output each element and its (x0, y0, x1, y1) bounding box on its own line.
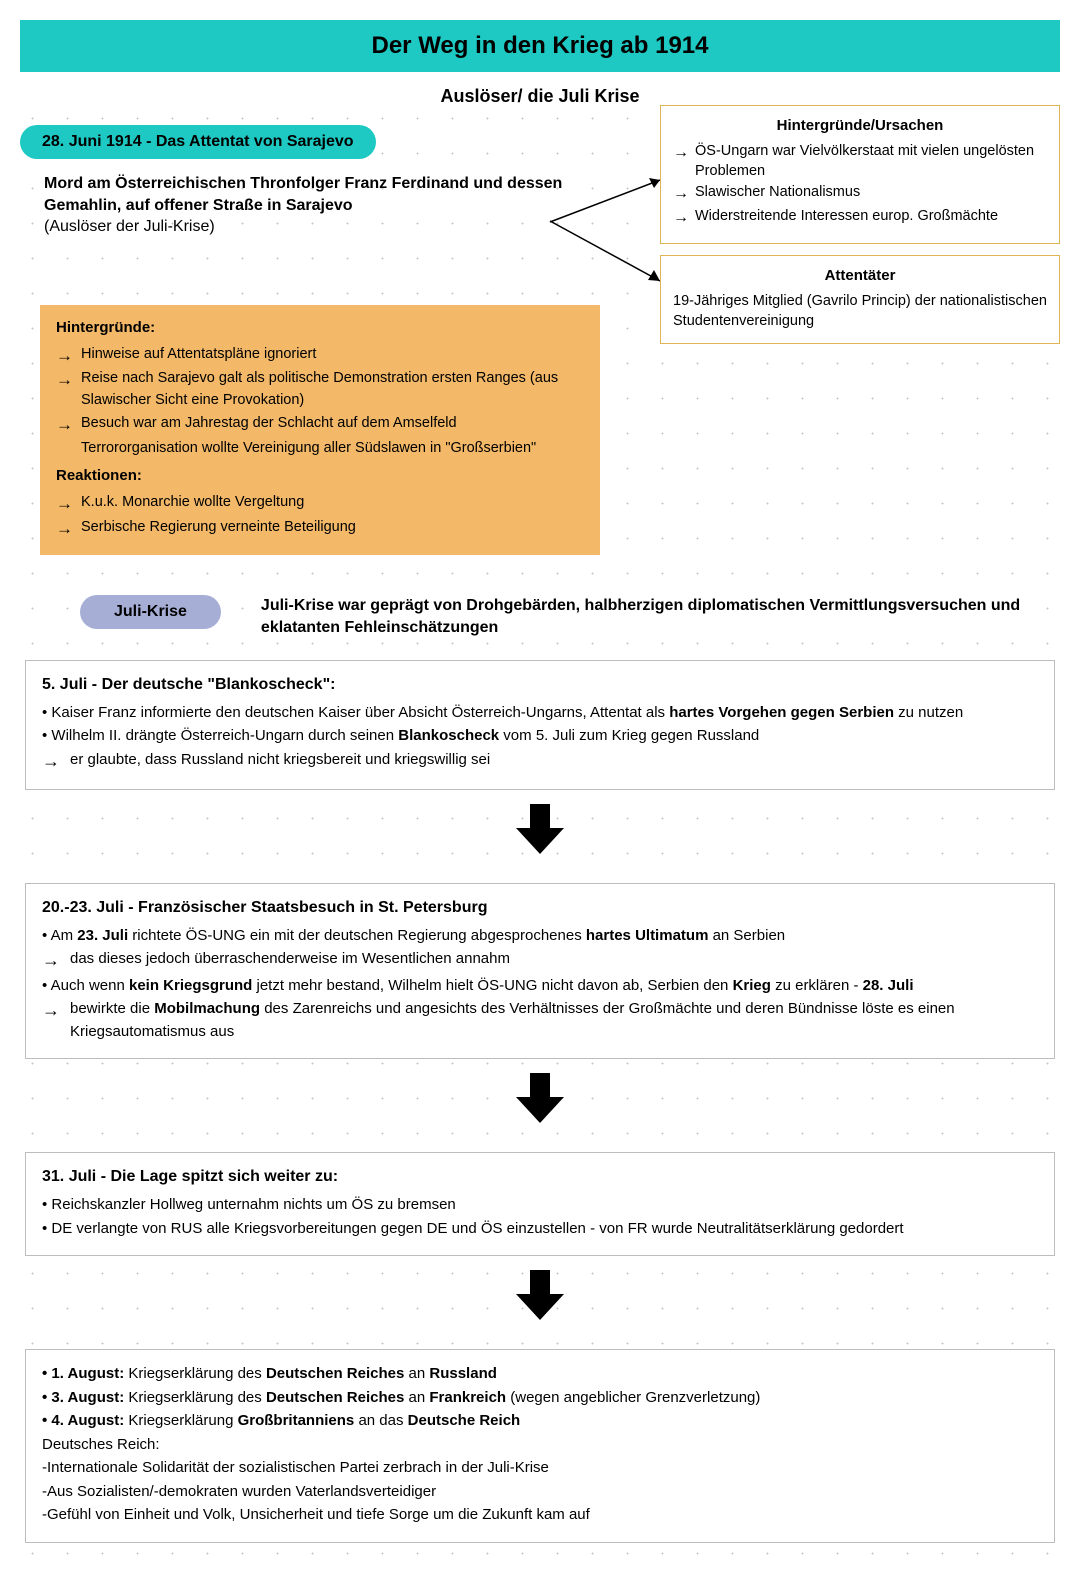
page-title: Der Weg in den Krieg ab 1914 (20, 32, 1060, 60)
arrow-icon: → (673, 142, 689, 164)
arrow-icon: → (56, 368, 73, 392)
flow1-line: • Wilhelm II. drängte Österreich-Ungarn … (42, 725, 1038, 748)
connector-arrow-2 (545, 213, 675, 293)
react-header: Reaktionen: (56, 465, 584, 488)
down-arrow-icon (0, 800, 1080, 863)
causes-item: Slawischer Nationalismus (695, 183, 860, 203)
attacker-box: Attentäter 19-Jähriges Mitglied (Gavrilo… (660, 255, 1060, 344)
event-description: Mord am Österreichischen Thronfolger Fra… (44, 173, 564, 238)
attacker-text: 19-Jähriges Mitglied (Gavrilo Princip) d… (673, 292, 1047, 331)
flow3-line: • DE verlangte von RUS alle Kriegsvorber… (42, 1218, 1038, 1241)
flow4-subhead: Deutsches Reich: (42, 1434, 1038, 1457)
title-bar: Der Weg in den Krieg ab 1914 (20, 20, 1060, 72)
flow3-line: • Reichskanzler Hollweg unternahm nichts… (42, 1194, 1038, 1217)
flow2-arrow-line: →das dieses jedoch überraschenderweise i… (42, 948, 1038, 973)
flow-box-1: 5. Juli - Der deutsche "Blankoscheck": •… (25, 660, 1055, 790)
flow-box-2: 20.-23. Juli - Französischer Staatsbesuc… (25, 883, 1055, 1059)
event-date-pill: 28. Juni 1914 - Das Attentat von Sarajev… (20, 125, 376, 159)
causes-header: Hintergründe/Ursachen (673, 116, 1047, 136)
flow-box-4: • 1. August: Kriegserklärung des Deutsch… (25, 1349, 1055, 1543)
flow2-line: • Am 23. Juli richtete ÖS-UNG ein mit de… (42, 925, 1038, 948)
flow4-subline: -Gefühl von Einheit und Volk, Unsicherhe… (42, 1504, 1038, 1527)
causes-item: ÖS-Ungarn war Vielvölkerstaat mit vielen… (695, 142, 1047, 181)
flow4-subline: -Internationale Solidarität der sozialis… (42, 1457, 1038, 1480)
flow4-line: • 3. August: Kriegserklärung des Deutsch… (42, 1387, 1038, 1410)
event-bold-text: Mord am Österreichischen Thronfolger Fra… (44, 175, 562, 214)
flow2-arrow-line: →bewirkte die Mobilmachung des Zarenreic… (42, 998, 1038, 1043)
flow-box-3: 31. Juli - Die Lage spitzt sich weiter z… (25, 1152, 1055, 1256)
bg-header: Hintergründe: (56, 317, 584, 340)
flow3-header: 31. Juli - Die Lage spitzt sich weiter z… (42, 1165, 1038, 1189)
flow4-subline: -Aus Sozialisten/-demokraten wurden Vate… (42, 1481, 1038, 1504)
bg-item: Terrororganisation wollte Vereinigung al… (81, 438, 536, 460)
arrow-icon: → (42, 948, 60, 973)
flow1-header: 5. Juli - Der deutsche "Blankoscheck": (42, 673, 1038, 697)
causes-box: Hintergründe/Ursachen → ÖS-Ungarn war Vie… (660, 105, 1060, 244)
connector-arrow-1 (545, 170, 675, 230)
react-item: Serbische Regierung verneinte Beteiligun… (81, 517, 356, 539)
flow1-arrow-line: →er glaubte, dass Russland nicht kriegsb… (42, 749, 1038, 774)
bg-item: Reise nach Sarajevo galt als politische … (81, 368, 584, 412)
flow2-header: 20.-23. Juli - Französischer Staatsbesuc… (42, 896, 1038, 920)
arrow-icon: → (673, 207, 689, 229)
july-crisis-pill: Juli-Krise (80, 595, 221, 629)
arrow-icon: → (673, 183, 689, 205)
arrow-icon: → (56, 517, 73, 541)
background-reactions-box: Hintergründe: → Hinweise auf Attentatsplä… (40, 305, 600, 555)
down-arrow-icon (0, 1069, 1080, 1132)
bg-item: Besuch war am Jahrestag der Schlacht auf… (81, 413, 457, 435)
bg-item: Hinweise auf Attentatspläne ignoriert (81, 344, 316, 366)
react-item: K.u.k. Monarchie wollte Vergeltung (81, 492, 304, 514)
causes-item: Widerstreitende Interessen europ. Großmä… (695, 207, 998, 227)
subtitle: Auslöser/ die Juli Krise (0, 86, 1080, 107)
flow4-line: • 1. August: Kriegserklärung des Deutsch… (42, 1363, 1038, 1386)
attacker-header: Attentäter (673, 266, 1047, 286)
arrow-icon: → (56, 413, 73, 437)
flow4-line: • 4. August: Kriegserklärung Großbritann… (42, 1410, 1038, 1433)
down-arrow-icon (0, 1266, 1080, 1329)
event-sub-text: (Auslöser der Juli-Krise) (44, 218, 215, 235)
arrow-icon: → (42, 749, 60, 774)
july-crisis-row: Juli-Krise Juli-Krise war geprägt von Dr… (0, 595, 1080, 640)
arrow-icon: → (56, 344, 73, 368)
flow2-line: • Auch wenn kein Kriegsgrund jetzt mehr … (42, 975, 1038, 998)
flow1-line: • Kaiser Franz informierte den deutschen… (42, 702, 1038, 725)
arrow-icon: → (42, 998, 60, 1023)
july-crisis-desc: Juli-Krise war geprägt von Drohgebärden,… (261, 595, 1060, 640)
arrow-icon: → (56, 492, 73, 516)
upper-section: 28. Juni 1914 - Das Attentat von Sarajev… (0, 125, 1080, 585)
